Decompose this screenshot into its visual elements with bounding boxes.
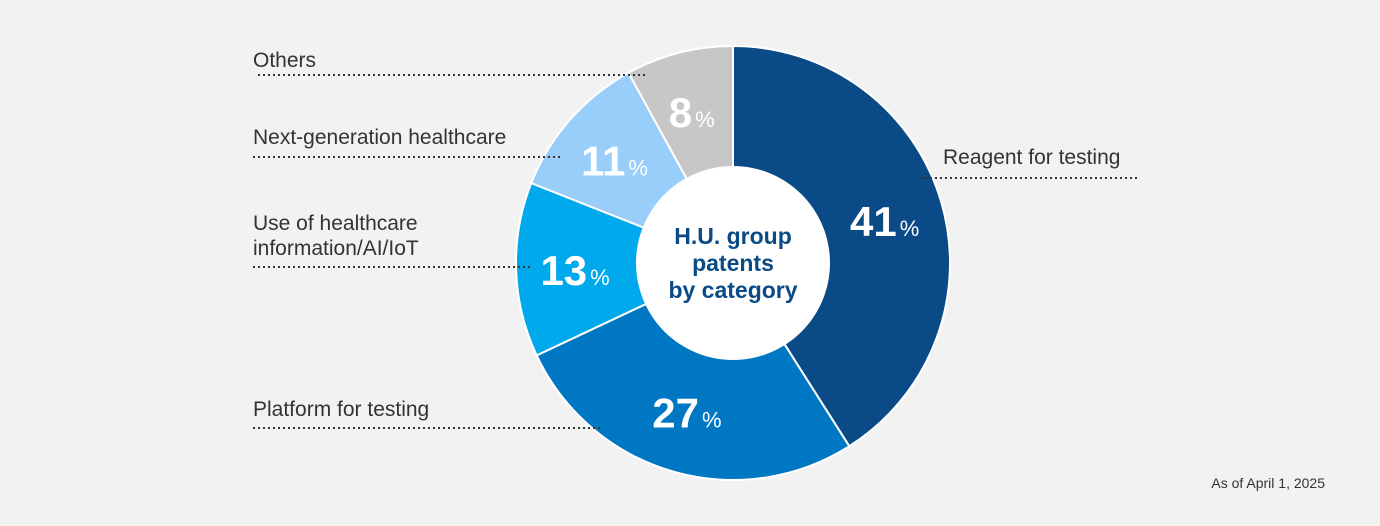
slice-percent-label-2: 13%	[540, 247, 609, 294]
category-label-2: Use of healthcare information/AI/IoT	[253, 212, 419, 260]
slice-0	[732, 44, 951, 448]
category-label-1: Platform for testing	[253, 398, 429, 421]
as-of-date-footnote: As of April 1, 2025	[1211, 475, 1325, 491]
category-label-3: Next-generation healthcare	[253, 126, 506, 149]
slice-percent-label-4: 8%	[669, 89, 715, 136]
category-label-0: Reagent for testing	[943, 146, 1120, 169]
category-label-4: Others	[253, 49, 316, 72]
center-title: H.U. group patents by category	[668, 223, 797, 303]
slice-2	[515, 181, 736, 357]
center-title-line-0: H.U. group	[674, 223, 792, 249]
center-title-line-2: by category	[668, 277, 797, 303]
slice-1	[535, 261, 851, 481]
slice-percent-label-0: 41%	[850, 198, 919, 245]
slice-percent-label-3: 11%	[581, 138, 648, 185]
center-title-line-1: patents	[692, 250, 774, 276]
leader-lines	[253, 74, 1138, 429]
slice-percent-label-1: 27%	[652, 390, 721, 437]
percentage-labels: 41 % 27 % 13 % 11 % 8%	[540, 89, 919, 437]
category-labels: Reagent for testing Platform for testing U…	[253, 49, 1120, 421]
donut-hole	[636, 166, 830, 360]
